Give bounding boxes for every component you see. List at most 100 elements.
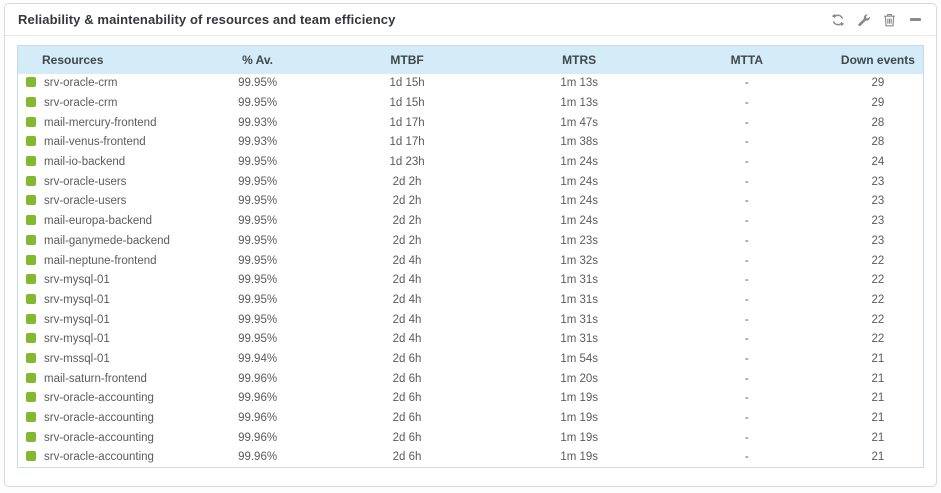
minimize-icon — [910, 18, 921, 21]
column-header-down-events[interactable]: Down events — [832, 45, 924, 74]
cell-mtta: - — [744, 156, 749, 169]
cell-mtrs: 1m 54s — [560, 352, 599, 365]
cell-resource: srv-mysql-01 — [18, 290, 199, 310]
refresh-button[interactable] — [830, 12, 845, 27]
cell-mtbf: 2d 4h — [392, 333, 422, 346]
cell-mtta: - — [744, 215, 749, 228]
table-row: srv-mysql-01 99.95% 2d 4h 1m 31s - 22 — [18, 270, 924, 290]
cell-mtrs: 1m 47s — [560, 116, 599, 129]
cell-mtbf: 1d 23h — [389, 156, 425, 169]
cell-down-events: 24 — [871, 156, 885, 169]
cell-availability: 99.93% — [238, 136, 278, 149]
cell-mtta: - — [744, 293, 749, 306]
cell-mtta: - — [744, 352, 749, 365]
table-row: srv-mysql-01 99.95% 2d 4h 1m 31s - 22 — [18, 290, 924, 310]
cell-resource: srv-mysql-01 — [18, 270, 199, 290]
cell-availability: 99.96% — [238, 372, 278, 385]
table-row: mail-io-backend 99.95% 1d 23h 1m 24s - 24 — [18, 152, 924, 172]
cell-down-events: 22 — [871, 313, 885, 326]
column-header-mtrs[interactable]: MTRS — [497, 45, 661, 74]
cell-mtbf: 2d 2h — [392, 215, 422, 228]
cell-mtta: - — [744, 77, 749, 90]
cell-resource: mail-europa-backend — [18, 211, 199, 231]
cell-availability: 99.96% — [238, 412, 278, 425]
cell-mtbf: 2d 4h — [392, 274, 422, 287]
cell-resource: mail-neptune-frontend — [18, 251, 199, 271]
cell-availability: 99.95% — [238, 254, 278, 267]
cell-down-events: 21 — [871, 372, 885, 385]
cell-mtta: - — [744, 136, 749, 149]
cell-availability: 99.96% — [238, 392, 278, 405]
table-row: srv-oracle-users 99.95% 2d 2h 1m 24s - 23 — [18, 192, 924, 212]
cell-down-events: 28 — [871, 136, 885, 149]
cell-down-events: 23 — [871, 175, 885, 188]
cell-availability: 99.96% — [238, 431, 278, 444]
cell-availability: 99.95% — [238, 175, 278, 188]
delete-button[interactable] — [882, 12, 897, 27]
cell-availability: 99.95% — [238, 313, 278, 326]
column-header-resources[interactable]: Resources — [17, 45, 199, 74]
cell-down-events: 29 — [871, 77, 885, 90]
cell-down-events: 23 — [871, 195, 885, 208]
widget-title: Reliability & maintenability of resource… — [18, 12, 396, 27]
cell-resource: mail-saturn-frontend — [18, 369, 199, 389]
status-ok-icon — [26, 234, 36, 245]
table-row: srv-oracle-accounting 99.96% 2d 6h 1m 19s - 2… — [18, 428, 924, 448]
cell-resource: mail-io-backend — [18, 152, 199, 172]
status-ok-icon — [26, 372, 36, 383]
cell-mtrs: 1m 13s — [560, 77, 599, 90]
status-ok-icon — [26, 274, 36, 285]
cell-mtrs: 1m 19s — [560, 412, 599, 425]
status-ok-icon — [26, 175, 36, 186]
table-row: mail-venus-frontend 99.93% 1d 17h 1m 38s - 28 — [18, 133, 924, 153]
configure-button[interactable] — [856, 12, 871, 27]
cell-mtbf: 1d 17h — [389, 136, 425, 149]
cell-mtta: - — [744, 116, 749, 129]
column-header-availability[interactable]: % Av. — [198, 45, 317, 74]
cell-mtbf: 2d 6h — [392, 431, 422, 444]
cell-availability: 99.95% — [238, 215, 278, 228]
cell-down-events: 28 — [871, 116, 885, 129]
status-ok-icon — [26, 116, 36, 127]
cell-mtta: - — [744, 333, 749, 346]
cell-availability: 99.95% — [238, 293, 278, 306]
cell-mtbf: 2d 6h — [392, 392, 422, 405]
cell-mtrs: 1m 31s — [560, 333, 599, 346]
cell-mtta: - — [744, 372, 749, 385]
status-ok-icon — [26, 195, 36, 206]
minimize-button[interactable] — [908, 12, 923, 27]
table-row: srv-oracle-crm 99.95% 1d 15h 1m 13s - 29 — [18, 74, 924, 94]
cell-mtbf: 2d 6h — [392, 372, 422, 385]
cell-availability: 99.95% — [238, 77, 278, 90]
status-ok-icon — [26, 451, 36, 462]
cell-availability: 99.95% — [238, 234, 278, 247]
cell-down-events: 22 — [871, 333, 885, 346]
column-header-mtbf[interactable]: MTBF — [316, 45, 498, 74]
cell-mtbf: 2d 4h — [392, 254, 422, 267]
cell-mtbf: 2d 2h — [392, 195, 422, 208]
table-row: srv-mssql-01 99.94% 2d 6h 1m 54s - 21 — [18, 349, 924, 369]
cell-availability: 99.96% — [238, 451, 278, 464]
cell-resource: srv-oracle-accounting — [18, 389, 199, 409]
cell-resource: srv-oracle-users — [18, 172, 199, 192]
cell-mtrs: 1m 38s — [560, 136, 599, 149]
table-row: mail-saturn-frontend 99.96% 2d 6h 1m 20s - 21 — [18, 369, 924, 389]
table-row: srv-oracle-accounting 99.96% 2d 6h 1m 19s - 2… — [18, 448, 924, 468]
status-ok-icon — [26, 412, 36, 423]
status-ok-icon — [26, 313, 36, 324]
cell-down-events: 21 — [871, 412, 885, 425]
refresh-icon — [831, 13, 844, 26]
table-row: mail-neptune-frontend 99.95% 2d 4h 1m 32s - 2… — [18, 251, 924, 271]
reliability-table: Resources % Av. MTBF MTRS MTTA Down even… — [17, 45, 924, 468]
cell-mtrs: 1m 24s — [560, 215, 599, 228]
cell-mtta: - — [744, 175, 749, 188]
cell-down-events: 29 — [871, 97, 885, 110]
cell-mtta: - — [744, 195, 749, 208]
cell-availability: 99.95% — [238, 195, 278, 208]
widget-toolbar — [830, 12, 923, 27]
cell-resource: srv-oracle-crm — [18, 93, 199, 113]
column-header-mtta[interactable]: MTTA — [660, 45, 833, 74]
cell-down-events: 22 — [871, 274, 885, 287]
cell-resource: mail-venus-frontend — [18, 133, 199, 153]
table-row: srv-oracle-accounting 99.96% 2d 6h 1m 19s - 2… — [18, 389, 924, 409]
